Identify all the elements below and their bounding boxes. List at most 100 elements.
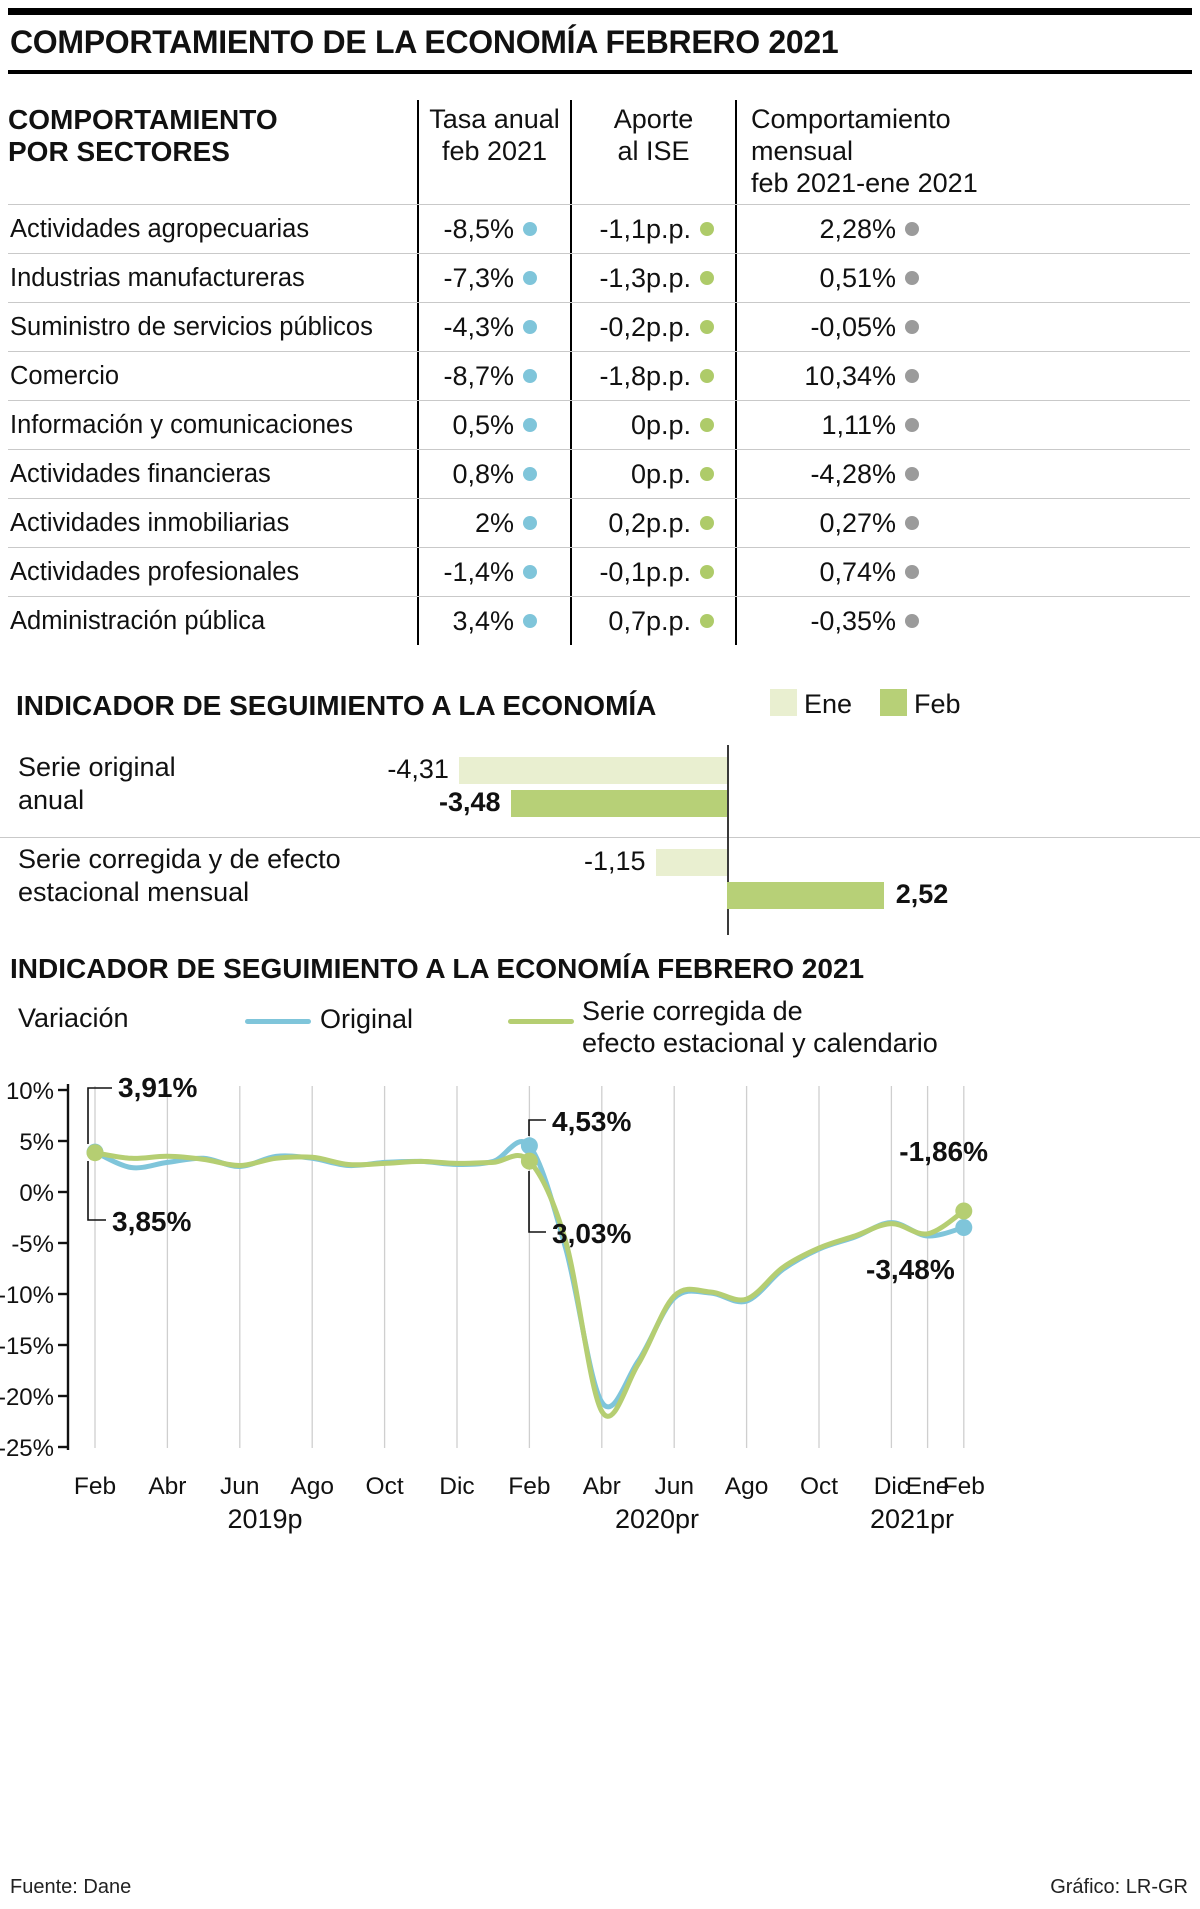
value-text: 3,4% [452,605,514,636]
sector-name: Comercio [10,361,120,390]
page-title: COMPORTAMIENTO DE LA ECONOMÍA FEBRERO 20… [10,24,839,60]
month-label: Dic [874,1473,909,1500]
month-label: Jun [220,1473,260,1500]
mensual-dot [905,320,919,334]
value-text: 2,28% [819,213,896,244]
tasa-dot [523,516,537,530]
bar-category-label: Serie original anual [18,752,176,815]
aporte-dot [700,222,714,236]
bars-separator [0,837,1200,838]
table-row: Industrias manufactureras -7,3% -1,3p.p. 0,… [8,253,1190,302]
data-marker [520,1137,538,1155]
tasa-anual-value: 0,5% [417,401,570,449]
value-text: 0p.p. [630,458,691,489]
mensual-dot [905,516,919,530]
tasa-dot [523,222,537,236]
bar-category-label: Serie corregida y de efecto estacional m… [18,844,341,907]
table-corner-title: COMPORTAMIENTO POR SECTORES [8,104,278,168]
source-credit: Fuente: Dane [10,1876,132,1898]
line-chart-title: INDICADOR DE SEGUIMIENTO A LA ECONOMÍA F… [10,953,865,984]
ise-bar-chart: INDICADOR DE SEGUIMIENTO A LA ECONOMÍA E… [0,685,1200,935]
annotation-label-1: 3,85% [112,1206,192,1237]
year-label: 2021pr [870,1504,954,1534]
mensual-dot [905,222,919,236]
tasa-anual-value: 0,8% [417,450,570,498]
value-text: 0,5% [452,409,514,440]
annotation-connector [87,1087,112,1144]
tasa-dot [523,565,537,579]
month-label: Jun [654,1473,694,1500]
legend-original-label: Original [320,1004,414,1034]
value-text: 2% [474,507,514,538]
aporte-ise-value: -1,3p.p. [570,254,735,302]
sector-name: Actividades financieras [10,459,271,488]
mensual-value: 2,28% [735,205,1190,253]
mensual-value: 0,51% [735,254,1190,302]
y-tick-label: 0% [19,1180,54,1207]
mensual-value: 10,34% [735,352,1190,400]
table-row: Suministro de servicios públicos -4,3% -0,… [8,302,1190,351]
value-text: 0p.p. [630,409,691,440]
tasa-anual-value: 3,4% [417,597,570,645]
value-text: -1,3p.p. [599,262,691,293]
aporte-dot [700,369,714,383]
year-label: 2020pr [615,1504,699,1534]
value-text: -1,8p.p. [599,360,691,391]
tasa-dot [523,614,537,628]
table-header: COMPORTAMIENTO POR SECTORES Tasa anual f… [8,100,1190,204]
bar-value-ene-0: -4,31 [387,754,449,784]
aporte-dot [700,565,714,579]
table-row: Actividades agropecuarias -8,5% -1,1p.p. 2,… [8,204,1190,253]
sectors-table: COMPORTAMIENTO POR SECTORES Tasa anual f… [8,100,1190,645]
y-tick-label: -10% [0,1282,54,1309]
bar-ene-1 [655,849,727,876]
mensual-value: 0,74% [735,548,1190,596]
bar-value-ene-1: -1,15 [583,846,646,876]
column-header-aporte-ise: Aporte al ISE [570,100,735,204]
sector-name: Administración pública [10,606,266,635]
aporte-ise-value: -1,8p.p. [570,352,735,400]
data-marker [520,1152,538,1170]
aporte-ise-value: 0,7p.p. [570,597,735,645]
y-tick-label: -15% [0,1333,54,1360]
aporte-ise-value: -1,1p.p. [570,205,735,253]
bar-value-feb-1: 2,52 [895,879,949,909]
annotation-connector [528,1171,546,1233]
bar-feb-1 [727,882,884,909]
month-label: Ago [290,1473,334,1500]
value-text: -8,5% [443,213,514,244]
sector-name: Información y comunicaciones [10,410,353,439]
ise-bars-area: Serie original anual -4,31 -3,48 Serie corr… [0,745,1200,935]
value-text: -0,05% [810,311,896,342]
tasa-dot [523,467,537,481]
line-chart-wrap: 10% 5% 0% -5% -10% -15% -20% -25% Feb Abr Jun Ago Oc… [0,1060,1200,1540]
tasa-anual-value: -8,7% [417,352,570,400]
mensual-value: -4,28% [735,450,1190,498]
value-text: 0,74% [819,556,896,587]
legend-ene-label: Ene [804,689,853,719]
legend-feb-label: Feb [914,689,961,719]
mensual-value: 0,27% [735,499,1190,547]
aporte-dot [700,614,714,628]
mensual-dot [905,614,919,628]
data-marker [955,1219,973,1236]
value-text: -0,2p.p. [599,311,691,342]
y-tick-label: 10% [6,1078,54,1105]
mensual-dot [905,369,919,383]
legend-ene-swatch [770,689,797,716]
value-text: -4,28% [810,458,896,489]
value-text: 0,8% [452,458,514,489]
tasa-dot [523,369,537,383]
column-header-comportamiento-mensual: Comportamiento mensual feb 2021-ene 2021 [735,100,1190,204]
mensual-dot [905,418,919,432]
legend-feb-swatch [880,689,907,716]
data-marker [86,1144,104,1162]
legend-original-line [245,1019,311,1024]
sector-name: Actividades agropecuarias [10,214,310,243]
column-header-tasa-anual: Tasa anual feb 2021 [417,100,570,204]
aporte-dot [700,467,714,481]
tasa-anual-value: -4,3% [417,303,570,351]
month-label: Feb [943,1473,985,1500]
sectors-table-body: Actividades agropecuarias -8,5% -1,1p.p. 2,… [8,204,1190,645]
bar-ene-0 [458,757,727,784]
